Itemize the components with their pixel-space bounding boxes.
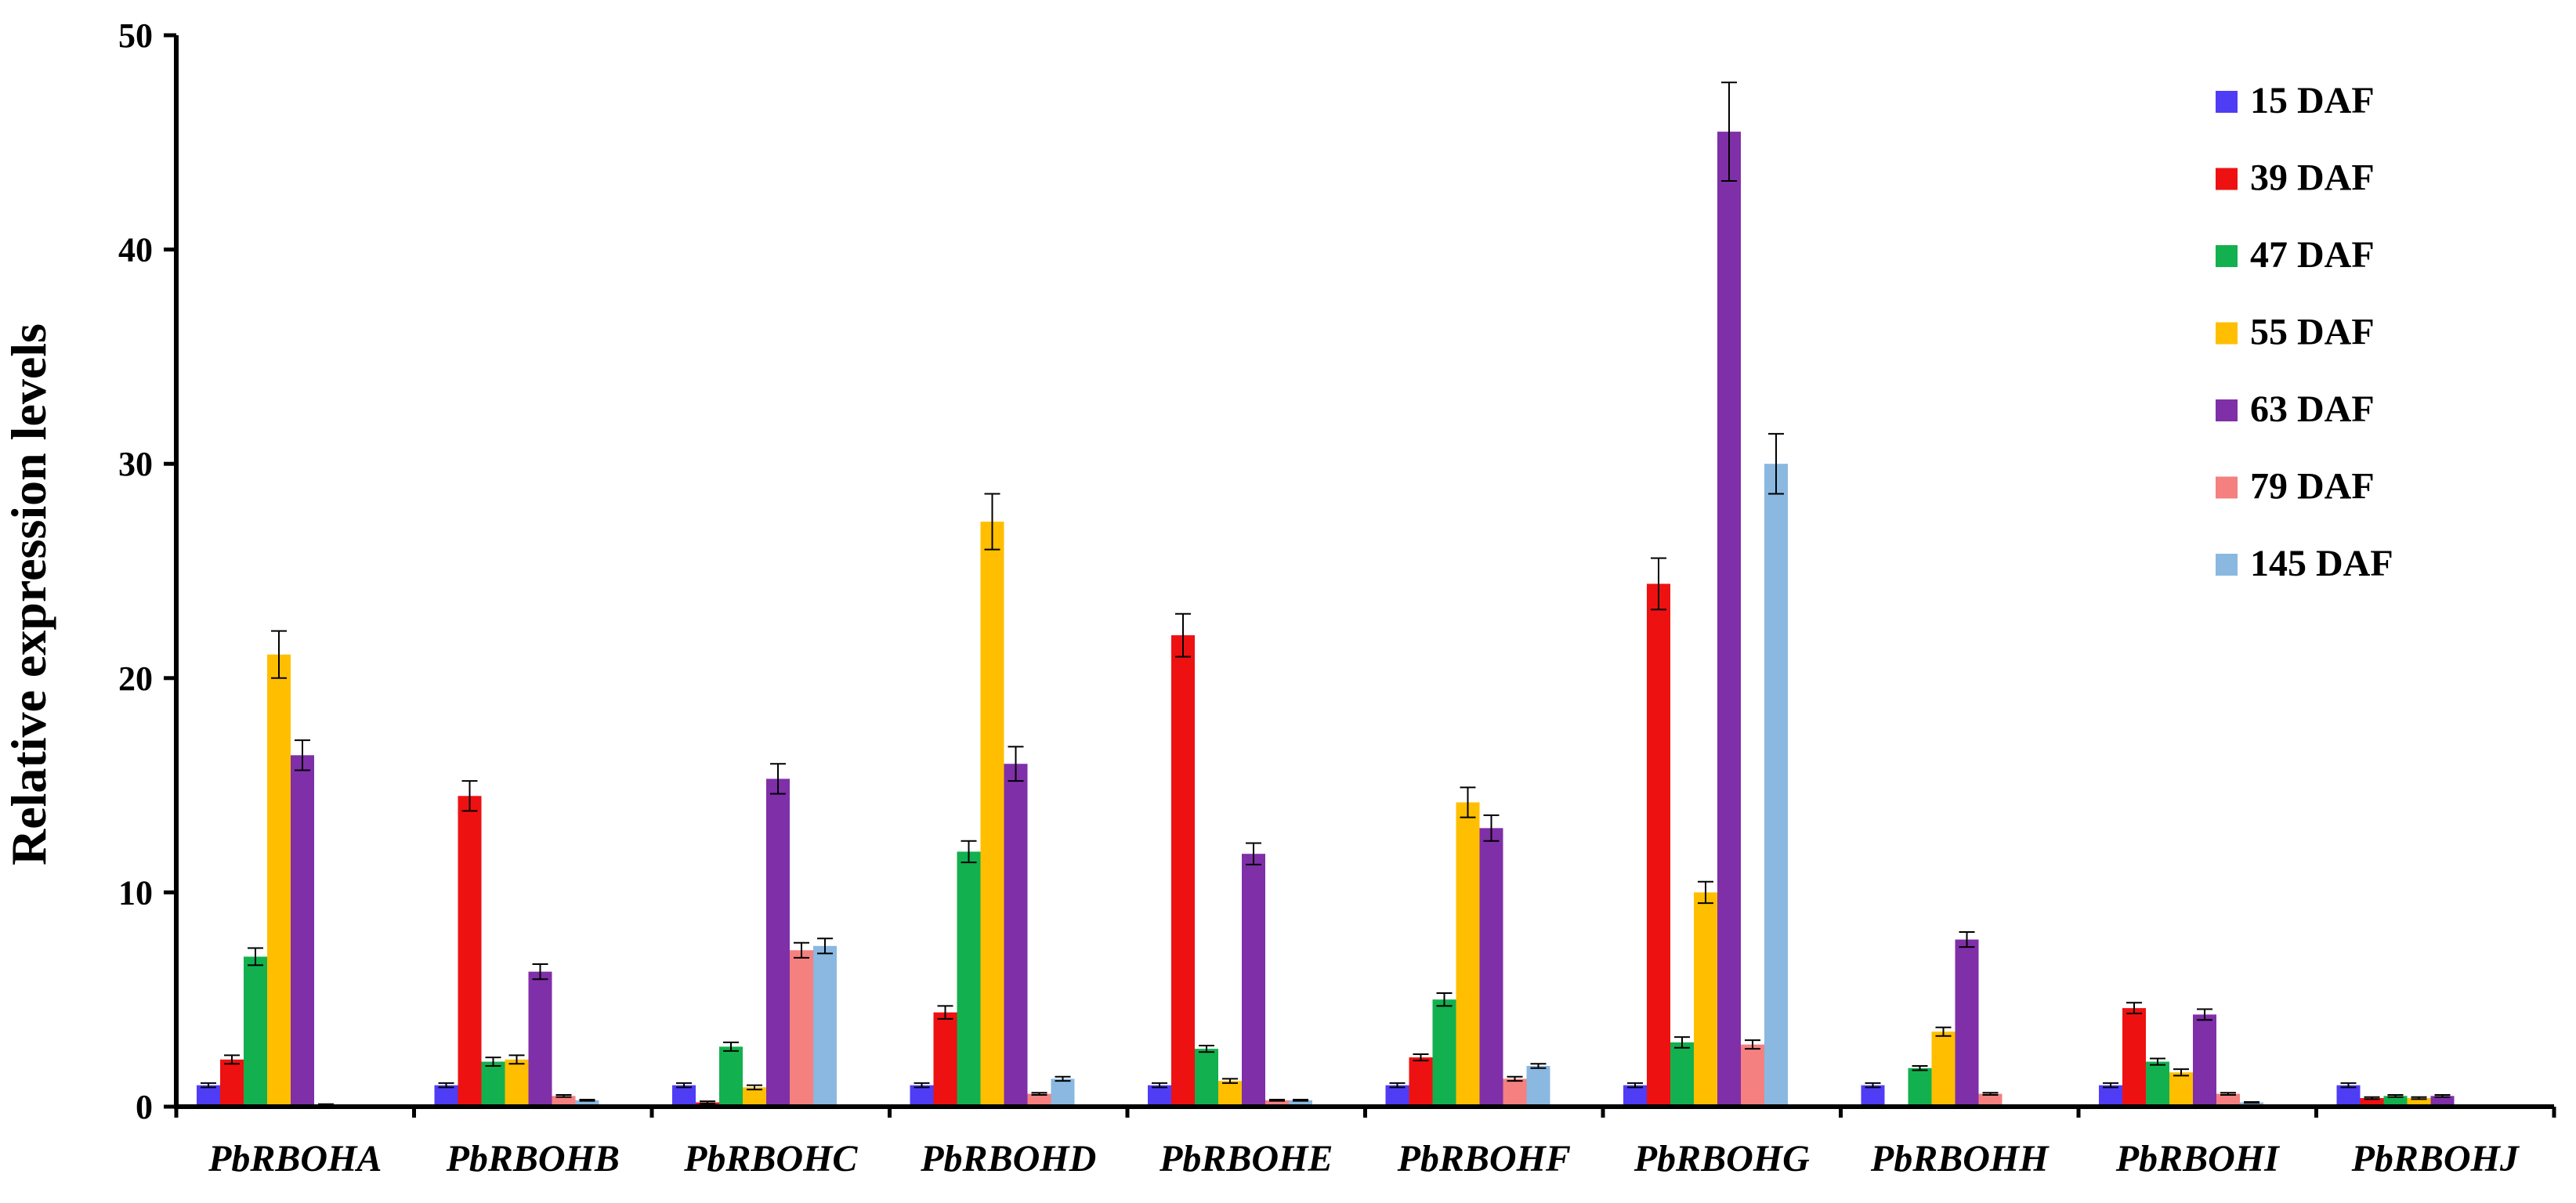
- bar: [910, 1085, 934, 1107]
- bar: [1004, 764, 1028, 1107]
- bar: [1456, 802, 1480, 1107]
- bar: [1717, 132, 1741, 1107]
- bar: [933, 1012, 957, 1107]
- bar: [790, 950, 813, 1107]
- legend-label: 15 DAF: [2250, 80, 2375, 121]
- bars-layer: [197, 81, 2455, 1107]
- bar: [1148, 1085, 1171, 1107]
- category-label: PbRBOHH: [1870, 1138, 2050, 1180]
- y-axis-title: Relative expression levels: [1, 323, 56, 865]
- bar: [291, 755, 314, 1107]
- bar: [2146, 1061, 2169, 1107]
- bar: [2169, 1072, 2193, 1107]
- bar: [1195, 1049, 1218, 1107]
- bar: [1218, 1081, 1242, 1107]
- legend-label: 39 DAF: [2250, 157, 2375, 199]
- bar: [1623, 1085, 1647, 1107]
- bar: [980, 522, 1004, 1107]
- y-tick-label: 0: [136, 1088, 153, 1126]
- bar: [244, 956, 267, 1107]
- legend-label: 47 DAF: [2250, 234, 2375, 276]
- bar: [1242, 854, 1265, 1107]
- category-label: PbRBOHB: [446, 1138, 620, 1180]
- bar: [2407, 1098, 2431, 1107]
- y-tick-label: 40: [118, 231, 153, 269]
- bar: [2122, 1008, 2146, 1107]
- bar: [1526, 1066, 1550, 1107]
- bar: [2336, 1085, 2361, 1107]
- bar: [458, 796, 482, 1107]
- bar: [1265, 1100, 1289, 1107]
- bar: [2216, 1093, 2240, 1107]
- category-label: PbRBOHJ: [2351, 1138, 2520, 1180]
- legend-label: 145 DAF: [2250, 543, 2393, 584]
- legend-swatch: [2216, 476, 2238, 499]
- bar: [672, 1085, 696, 1107]
- bar: [766, 779, 790, 1107]
- bar: [1432, 999, 1456, 1107]
- legend: 15 DAF 39 DAF 47 DAF 55 DAF 63 DAF 79 DAF 145 …: [2216, 80, 2393, 584]
- legend-swatch: [2216, 322, 2238, 345]
- legend-swatch: [2216, 399, 2238, 421]
- bar: [1479, 828, 1503, 1107]
- bar: [813, 945, 837, 1107]
- bar: [1409, 1057, 1433, 1107]
- bar: [1670, 1042, 1694, 1107]
- y-tick-label: 10: [118, 873, 153, 912]
- legend-swatch: [2216, 554, 2238, 576]
- bar: [1027, 1093, 1051, 1107]
- bar: [1647, 583, 1670, 1107]
- category-label: PbRBOHE: [1159, 1138, 1333, 1180]
- bar: [1503, 1078, 1527, 1107]
- bar: [1741, 1044, 1764, 1107]
- bar: [434, 1085, 458, 1107]
- bar: [743, 1087, 766, 1107]
- bar: [1289, 1100, 1312, 1107]
- bar: [1385, 1085, 1409, 1107]
- category-label: PbRBOHA: [208, 1138, 382, 1180]
- bar: [1171, 635, 1195, 1107]
- bar: [481, 1061, 505, 1107]
- bar: [2383, 1096, 2408, 1107]
- category-label: PbRBOHI: [2115, 1138, 2281, 1180]
- axes-layer: 0 10 20 30 40 50 PbRBOHA PbRBOHB PbRBOHC PbRBOHD P…: [118, 16, 2556, 1180]
- legend-label: 55 DAF: [2250, 312, 2375, 353]
- bar: [575, 1100, 599, 1107]
- bar: [2099, 1085, 2122, 1107]
- legend-swatch: [2216, 245, 2238, 267]
- bar: [957, 851, 981, 1107]
- category-label: PbRBOHC: [683, 1138, 858, 1180]
- bar: [1955, 939, 1979, 1107]
- bar: [1978, 1093, 2003, 1107]
- bar: [719, 1046, 743, 1107]
- bar: [1694, 892, 1717, 1107]
- legend-swatch: [2216, 168, 2238, 190]
- category-label: PbRBOHG: [1634, 1138, 1810, 1180]
- category-label: PbRBOHF: [1397, 1138, 1571, 1180]
- y-tick-label: 50: [118, 16, 153, 55]
- bar: [197, 1085, 220, 1107]
- bar: [1051, 1078, 1075, 1107]
- bar: [528, 971, 552, 1107]
- bar: [2360, 1098, 2384, 1107]
- legend-label: 63 DAF: [2250, 388, 2375, 430]
- bar: [220, 1059, 244, 1107]
- bar: [267, 654, 291, 1107]
- bar: [1861, 1085, 1885, 1107]
- bar: [505, 1059, 529, 1107]
- category-label: PbRBOHD: [920, 1138, 1096, 1180]
- bar: [2193, 1014, 2216, 1107]
- y-tick-label: 20: [118, 659, 153, 698]
- legend-swatch: [2216, 91, 2238, 113]
- bar: [1908, 1068, 1932, 1107]
- y-tick-label: 30: [118, 445, 153, 483]
- bar: [552, 1096, 576, 1107]
- bar: [1931, 1031, 1956, 1107]
- bar: [2430, 1096, 2455, 1107]
- legend-label: 79 DAF: [2250, 466, 2375, 508]
- bar: [1764, 464, 1788, 1107]
